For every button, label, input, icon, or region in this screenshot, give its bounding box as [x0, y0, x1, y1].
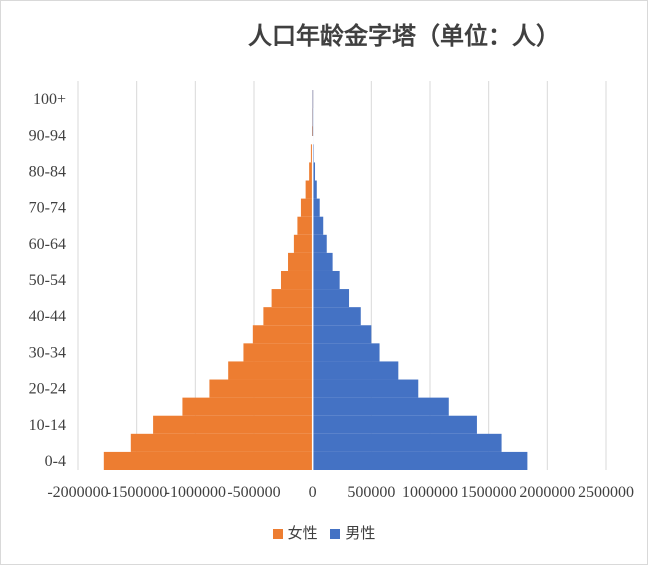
- bar-female-0-4: [103, 451, 313, 470]
- bar-male-0-4: [312, 451, 528, 470]
- x-tick-0: -2000000: [47, 484, 108, 501]
- y-tick-10-14: 10-14: [29, 417, 66, 434]
- bar-female-5-9: [130, 433, 313, 452]
- bar-male-55-59: [312, 252, 333, 271]
- bar-female-65-69: [297, 216, 313, 235]
- legend-label-female: 女性: [287, 524, 318, 542]
- y-tick-0-4: 0-4: [45, 453, 66, 470]
- bar-male-20-24: [312, 379, 419, 398]
- bar-female-90-94: [312, 126, 313, 145]
- legend-item-male[interactable]: 男性: [330, 522, 375, 543]
- bar-female-85-89: [310, 144, 313, 163]
- y-tick-20-24: 20-24: [29, 381, 66, 398]
- bar-female-45-49: [271, 289, 313, 308]
- x-tick-9: 2500000: [578, 484, 634, 501]
- chart-title: 人口年龄金字塔（单位：人）: [248, 21, 560, 50]
- bar-male-80-84: [312, 162, 316, 181]
- bar-female-50-54: [280, 270, 313, 290]
- bar-male-70-74: [312, 198, 320, 217]
- bar-male-100+: [312, 90, 314, 109]
- x-tick-1: -1500000: [106, 484, 167, 501]
- bar-male-25-29: [312, 361, 399, 380]
- x-tick-2: -1000000: [165, 484, 226, 501]
- y-tick-100+: 100+: [33, 91, 66, 108]
- x-tick-3: -500000: [227, 484, 280, 501]
- y-tick-50-54: 50-54: [29, 272, 66, 289]
- bar-female-10-14: [153, 415, 313, 434]
- bar-male-60-64: [312, 234, 327, 253]
- bar-male-90-94: [312, 126, 314, 145]
- bar-female-70-74: [300, 198, 313, 217]
- bar-male-5-9: [312, 433, 502, 452]
- bar-female-60-64: [293, 234, 313, 253]
- bars: [103, 90, 528, 470]
- bar-female-25-29: [228, 361, 313, 380]
- y-tick-90-94: 90-94: [29, 127, 66, 144]
- bar-female-15-19: [182, 397, 313, 416]
- x-tick-8: 2000000: [519, 484, 575, 501]
- bar-female-30-34: [243, 343, 313, 362]
- bar-male-65-69: [312, 216, 324, 235]
- y-tick-80-84: 80-84: [29, 163, 66, 180]
- y-tick-70-74: 70-74: [29, 200, 66, 217]
- bar-male-45-49: [312, 289, 350, 308]
- bar-male-75-79: [312, 180, 317, 199]
- bar-female-35-39: [252, 325, 313, 344]
- y-tick-30-34: 30-34: [29, 344, 66, 361]
- y-tick-60-64: 60-64: [29, 236, 66, 253]
- bar-male-10-14: [312, 415, 477, 434]
- bar-female-55-59: [288, 252, 313, 271]
- bar-female-80-84: [309, 162, 313, 181]
- bar-male-15-19: [312, 397, 449, 416]
- bar-male-95-99: [312, 108, 314, 127]
- bar-male-50-54: [312, 270, 340, 290]
- bar-male-40-44: [312, 307, 361, 326]
- x-tick-4: 0: [309, 484, 317, 501]
- bar-female-20-24: [209, 379, 313, 398]
- legend-item-female[interactable]: 女性: [272, 522, 318, 543]
- y-tick-labels: 0-4 10-14 20-24 30-34 40-44 50-54 60-64 70-74 80…: [29, 91, 66, 470]
- x-tick-labels: -2000000-1500000-1000000 -500000 0 500000 10…: [47, 484, 634, 501]
- legend-label-male: 男性: [345, 524, 376, 542]
- legend-swatch-female: [272, 528, 283, 539]
- y-tick-40-44: 40-44: [29, 308, 66, 325]
- bar-female-40-44: [263, 307, 313, 326]
- legend: 女性 男性: [0, 522, 648, 543]
- x-tick-5: 500000: [347, 484, 395, 501]
- x-tick-6: 1000000: [402, 484, 458, 501]
- bar-male-35-39: [312, 325, 372, 344]
- x-tick-7: 1500000: [461, 484, 517, 501]
- legend-swatch-male: [330, 528, 341, 539]
- bar-male-30-34: [312, 343, 380, 362]
- bar-female-75-79: [305, 180, 313, 199]
